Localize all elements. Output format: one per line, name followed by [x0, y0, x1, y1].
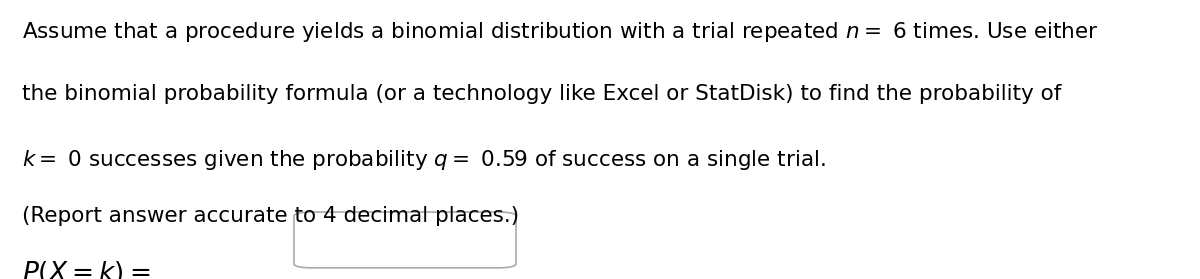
- Text: $P(X = k) =$: $P(X = k) =$: [22, 259, 150, 279]
- Text: Assume that a procedure yields a binomial distribution with a trial repeated $n : Assume that a procedure yields a binomia…: [22, 20, 1098, 44]
- Text: $k =$ 0 successes given the probability $q =$ 0.59 of success on a single trial.: $k =$ 0 successes given the probability …: [22, 148, 826, 172]
- Text: the binomial probability formula (or a technology like Excel or StatDisk) to fin: the binomial probability formula (or a t…: [22, 84, 1061, 104]
- Text: (Report answer accurate to 4 decimal places.): (Report answer accurate to 4 decimal pla…: [22, 206, 518, 227]
